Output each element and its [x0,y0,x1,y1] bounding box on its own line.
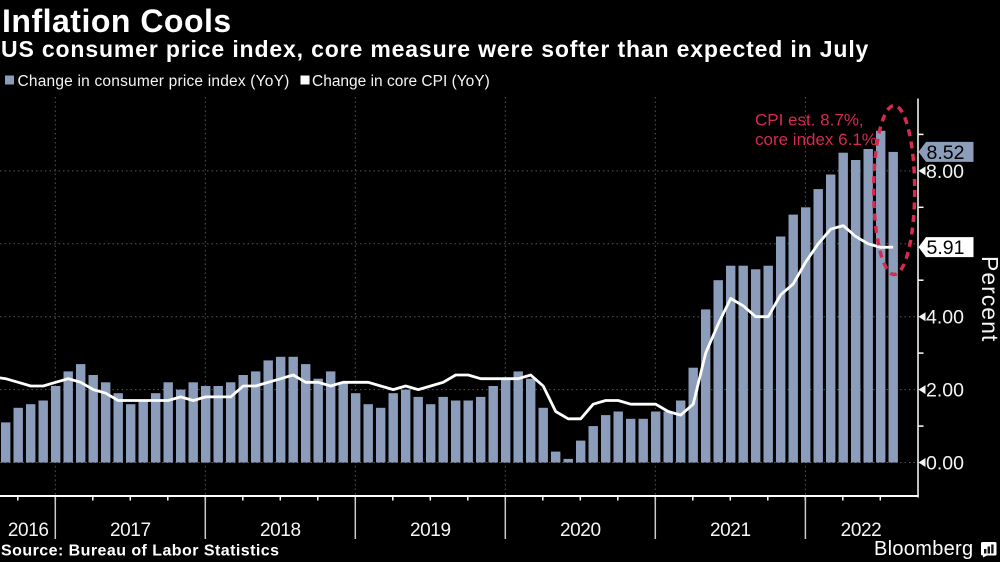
svg-text:0.00: 0.00 [926,453,964,475]
svg-text:Percent: Percent [977,256,1000,342]
svg-text:core index 6.1%: core index 6.1% [755,130,877,149]
svg-text:2022: 2022 [841,520,882,541]
svg-text:8.00: 8.00 [926,161,964,183]
svg-text:CPI est. 8.7%,: CPI est. 8.7%, [755,111,864,130]
svg-text:2.00: 2.00 [926,380,964,402]
svg-text:2020: 2020 [560,520,601,541]
svg-text:5.91: 5.91 [927,237,965,259]
svg-text:US consumer price index, core: US consumer price index, core measure we… [1,36,869,62]
svg-text:8.52: 8.52 [927,142,965,164]
svg-text:2016: 2016 [8,520,49,541]
svg-text:Inflation Cools: Inflation Cools [2,3,232,39]
svg-text:Change in consumer price index: Change in consumer price index (YoY) [18,73,290,90]
svg-text:Change in core CPI (YoY): Change in core CPI (YoY) [312,73,490,90]
svg-text:2019: 2019 [410,520,451,541]
svg-text:2018: 2018 [260,520,301,541]
svg-text:Bloomberg: Bloomberg [874,538,973,560]
svg-text:2021: 2021 [710,520,751,541]
svg-text:4.00: 4.00 [926,307,964,329]
svg-text:Source: Bureau of Labor Statis: Source: Bureau of Labor Statistics [1,543,279,560]
svg-text:2017: 2017 [110,520,151,541]
